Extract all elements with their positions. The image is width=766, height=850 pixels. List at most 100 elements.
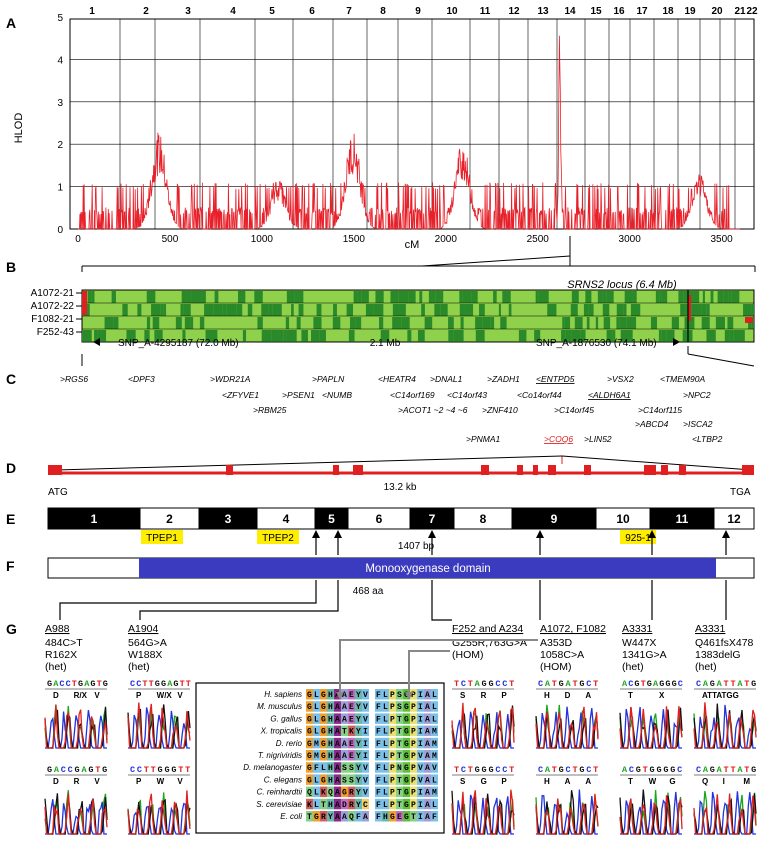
haplotype-segment <box>175 317 182 329</box>
arrowhead-icon <box>428 530 436 538</box>
residue-cell <box>362 811 369 822</box>
residue-cell <box>424 725 431 737</box>
residue: Y <box>356 752 361 761</box>
residue: A <box>425 776 430 785</box>
residue: A <box>335 752 340 761</box>
base-letter: G <box>751 679 756 689</box>
residue-cell <box>348 701 355 712</box>
base-letter: C <box>461 765 466 775</box>
residue: F <box>376 752 381 761</box>
haplotype-segment <box>629 330 633 342</box>
base-letter: A <box>475 679 481 689</box>
haplotype-segment <box>459 304 466 316</box>
haplotype-segment <box>297 291 300 303</box>
residue: V <box>363 789 368 798</box>
exon-mark <box>333 465 339 475</box>
residue-cell <box>382 774 389 785</box>
residue-cell <box>424 798 431 810</box>
residue: A <box>425 813 430 822</box>
residue: F <box>314 764 319 773</box>
exon-mark <box>353 465 363 475</box>
residue-cell <box>334 701 341 712</box>
x-tick-label: 500 <box>162 234 179 245</box>
residue-cell <box>410 737 417 749</box>
base-letter: C <box>130 679 135 689</box>
haplotype-segment <box>574 317 583 329</box>
residue-cell <box>431 786 438 798</box>
protein-domain: Monooxygenase domain 468 aa <box>47 557 755 597</box>
residue-cell <box>320 737 327 749</box>
locus-title: SRNS2 locus (6.4 Mb) <box>567 279 677 291</box>
haplotype-segment <box>671 317 679 329</box>
residue: G <box>321 691 326 700</box>
amino-acid: X <box>659 691 665 700</box>
residue: G <box>404 789 409 798</box>
base-letter: T <box>185 765 190 775</box>
residue: A <box>335 703 340 712</box>
residue: G <box>307 728 312 737</box>
haplotype-segment <box>380 330 390 342</box>
residue: P <box>411 764 416 773</box>
haplotype-segment <box>214 291 219 303</box>
residue-cell <box>382 737 389 749</box>
haplotype-segment <box>199 317 205 329</box>
residue-cell <box>396 774 403 785</box>
base-letter: A <box>84 679 90 689</box>
residue-cell <box>320 774 327 785</box>
residue-cell <box>362 713 369 724</box>
residue: V <box>363 715 368 724</box>
base-letter: T <box>744 679 749 689</box>
haplotype-segment <box>205 330 214 342</box>
haplotype-segment <box>392 304 400 316</box>
residue-cell <box>348 798 355 810</box>
residue: Y <box>356 801 361 810</box>
haplotype-segment <box>146 317 151 329</box>
residue: A <box>342 715 347 724</box>
residue: G <box>321 752 326 761</box>
chromosome-label: 5 <box>269 6 275 17</box>
exon-number: 3 <box>225 512 232 526</box>
base-letter: C <box>66 679 71 689</box>
sequence-alignment: H. sapiens G L G H A A E Y V F L P S G P I A LM. musculus G… <box>195 682 445 834</box>
haplotype-segment <box>740 330 745 342</box>
base-letter: C <box>629 765 634 775</box>
haplotype-segment <box>630 304 641 316</box>
residue: L <box>314 728 319 737</box>
monooxygenase-domain <box>139 558 716 578</box>
transcript-exons: 1 2 3 4 5 6 7 8 9 10 11 12 1407 bp TPEP1 TPEP2 925-… <box>47 507 755 552</box>
residue-cell <box>362 798 369 810</box>
residue: P <box>411 740 416 749</box>
residue: G <box>390 813 395 822</box>
haplotype-segment <box>399 304 406 316</box>
residue: Y <box>356 764 361 773</box>
left-marker: SNP_A-4295187 (72.0 Mb) <box>118 338 239 349</box>
haplotype-segment <box>602 291 607 303</box>
gene-label: <C14orf43 <box>447 390 487 400</box>
residue-cell <box>341 689 348 700</box>
right-marker: SNP_A-1876530 (74.1 Mb) <box>536 338 657 349</box>
residue: A <box>335 764 340 773</box>
residue-cell <box>396 713 403 724</box>
gene-label: <ALDH6A1 <box>588 390 631 400</box>
domain-label: Monooxygenase domain <box>365 563 490 575</box>
residue: M <box>432 740 437 749</box>
haplotype-segment <box>237 291 246 303</box>
residue: T <box>397 740 402 749</box>
base-letter: G <box>647 679 652 689</box>
middle-distance: 2.1 Mb <box>370 338 401 349</box>
residue-cell <box>320 798 327 810</box>
exon-mark <box>226 465 233 475</box>
residue-cell <box>424 689 431 700</box>
haplotype-segment <box>668 330 675 342</box>
residue-cell <box>396 737 403 749</box>
residue-cell <box>306 774 313 785</box>
residue-cell <box>431 737 438 749</box>
chromatogram: C C T T G G A G T TP W/X V <box>127 679 191 749</box>
amino-acid: D <box>53 691 59 700</box>
exon-number: 2 <box>166 512 173 526</box>
amino-acid: A <box>565 777 571 786</box>
residue-cell <box>417 798 424 810</box>
residue-cell <box>341 725 348 737</box>
base-letter: G <box>158 765 163 775</box>
